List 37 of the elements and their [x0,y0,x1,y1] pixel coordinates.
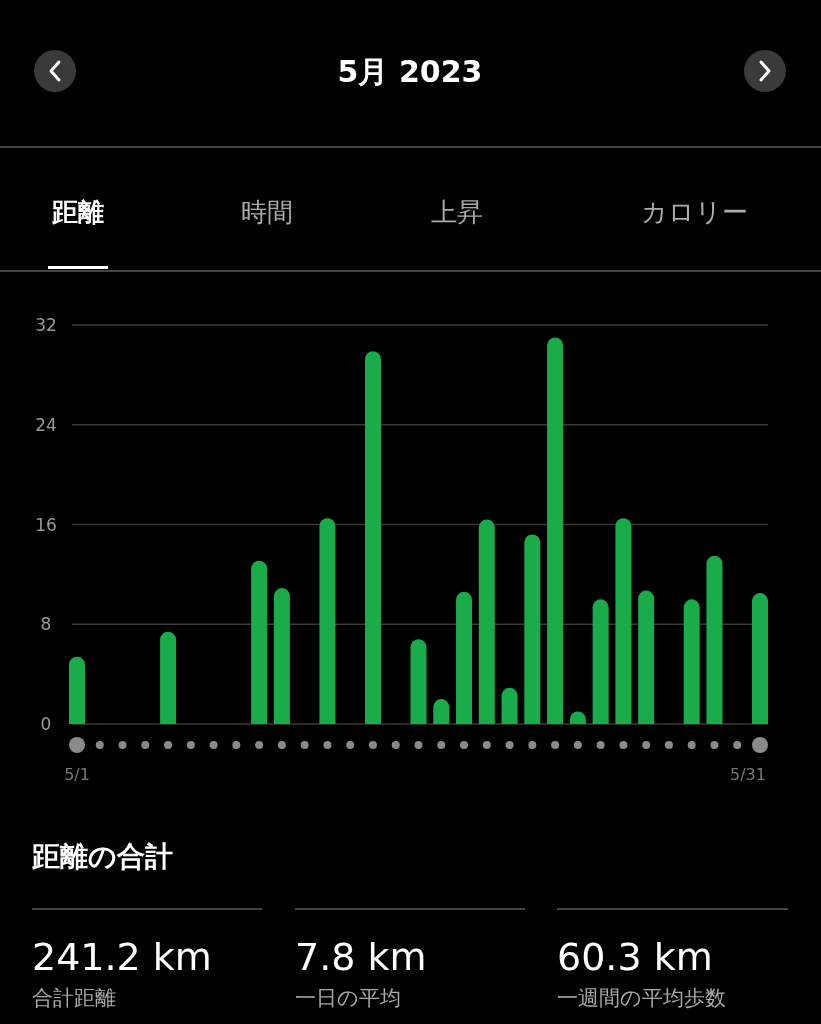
bar [160,631,177,724]
bar [592,599,609,724]
text: 合計距離 [32,986,116,1010]
text: 7.8 km [295,935,427,979]
x-tick-label: 5/31 [730,765,766,784]
bar [364,351,381,724]
bar [683,599,700,724]
bar [251,560,268,724]
bar [478,519,495,724]
x-tick-label: 5/1 [64,765,90,784]
text: 時間 [241,197,293,227]
y-tick-label: 16 [35,514,57,535]
bar [69,656,85,724]
bar [615,518,632,724]
y-tick-label: 24 [35,414,57,435]
bar [706,555,723,724]
text: 241.2 km [32,935,212,979]
bar [501,687,518,724]
bar [524,534,541,724]
text: 一週間の平均歩数 [557,986,726,1010]
y-tick-label: 32 [35,315,57,335]
y-tick-label: 0 [40,714,52,734]
bar [410,639,427,724]
bar [752,593,768,724]
bar [547,337,564,724]
chart-title: 5月 2023 [337,54,483,89]
bar [273,588,290,724]
bar [456,591,473,724]
text: 一日の平均 [295,986,401,1010]
text: カロリー [640,197,748,227]
text: 距離の合計 [31,840,173,873]
bar [319,518,336,724]
text: 60.3 km [557,935,713,979]
bar [638,590,655,724]
text: 距離 [51,197,104,227]
text: 上昇 [431,197,483,227]
y-tick-label: 8 [40,614,52,635]
